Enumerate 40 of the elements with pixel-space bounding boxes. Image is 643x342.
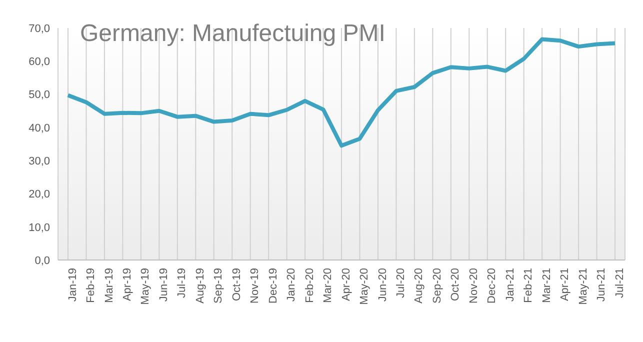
x-tick-label: Mar-21 [540, 268, 553, 303]
y-tick-label: 70,0 [28, 22, 50, 35]
x-tick-label: Oct-20 [450, 268, 462, 302]
x-tick-label: Mar-19 [103, 268, 116, 303]
x-tick-label: Jun-19 [158, 268, 170, 302]
x-tick-label: May-20 [358, 268, 371, 305]
x-tick-label: Nov-20 [468, 268, 480, 304]
x-tick-label: Apr-21 [559, 268, 572, 302]
y-tick-label: 30,0 [28, 155, 50, 168]
x-tick-label: Mar-20 [322, 268, 334, 303]
y-tick-label: 10,0 [28, 222, 50, 234]
x-tick-label: Sep-20 [431, 268, 444, 304]
x-tick-label: Jan-19 [66, 268, 79, 302]
x-tick-label: Jun-20 [376, 268, 389, 302]
x-tick-label: Feb-21 [522, 268, 535, 303]
x-tick-label: Sep-19 [212, 268, 225, 304]
x-tick-label: May-21 [577, 268, 590, 305]
x-tick-label: Oct-19 [230, 268, 243, 302]
chart-title: Germany: Manufectuing PMI [80, 20, 386, 48]
x-tick-label: Jan-20 [286, 268, 298, 302]
x-tick-label: Jul-21 [614, 268, 626, 298]
x-tick-label: Dec-19 [267, 268, 280, 304]
x-tick-label: Dec-20 [486, 268, 498, 304]
x-tick-label: Feb-20 [304, 268, 316, 303]
y-tick-label: 60,0 [28, 56, 50, 68]
x-tick-label: Feb-19 [85, 268, 98, 303]
y-tick-label: 50,0 [28, 89, 50, 102]
x-tick-label: Aug-20 [413, 268, 426, 304]
x-tick-label: Apr-20 [340, 268, 352, 302]
x-tick-label: Nov-19 [249, 268, 262, 304]
x-tick-label: Jul-20 [395, 268, 408, 298]
x-tick-label: May-19 [140, 268, 152, 305]
y-tick-label: 20,0 [28, 188, 50, 201]
x-tick-label: Jul-19 [176, 268, 188, 298]
x-tick-label: Aug-19 [194, 268, 206, 304]
y-tick-label: 0,0 [34, 254, 50, 267]
x-tick-label: Jan-21 [504, 268, 516, 302]
x-tick-label: Jun-21 [596, 268, 608, 302]
x-tick-label: Apr-19 [122, 268, 134, 302]
y-tick-label: 40,0 [28, 122, 50, 134]
